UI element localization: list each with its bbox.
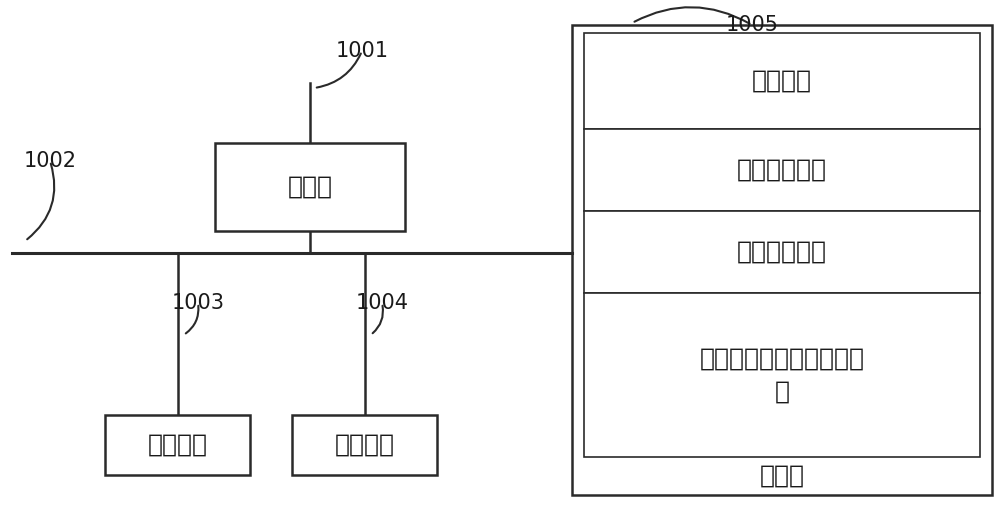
Bar [584, 211, 980, 293]
Bar [584, 129, 980, 211]
Bar [584, 293, 980, 457]
Text: 1003: 1003 [172, 293, 224, 313]
Text: 1004: 1004 [356, 293, 409, 313]
Text: 1002: 1002 [24, 151, 76, 171]
Bar [215, 143, 405, 231]
Text: 处理器: 处理器 [287, 175, 332, 199]
Text: 操作系统: 操作系统 [752, 69, 812, 93]
Bar [292, 415, 437, 475]
Text: 1001: 1001 [336, 41, 388, 61]
Text: 用户接口: 用户接口 [148, 433, 208, 457]
Text: 末梢血采样装置的控制程
序: 末梢血采样装置的控制程 序 [700, 346, 864, 404]
Text: 用户接口模块: 用户接口模块 [737, 240, 827, 264]
Text: 网络通信模块: 网络通信模块 [737, 158, 827, 182]
Bar [584, 33, 980, 129]
Bar [572, 25, 992, 495]
Text: 网络接口: 网络接口 [334, 433, 394, 457]
Text: 1005: 1005 [726, 15, 778, 35]
Text: 存储器: 存储器 [760, 464, 804, 488]
Bar [105, 415, 250, 475]
